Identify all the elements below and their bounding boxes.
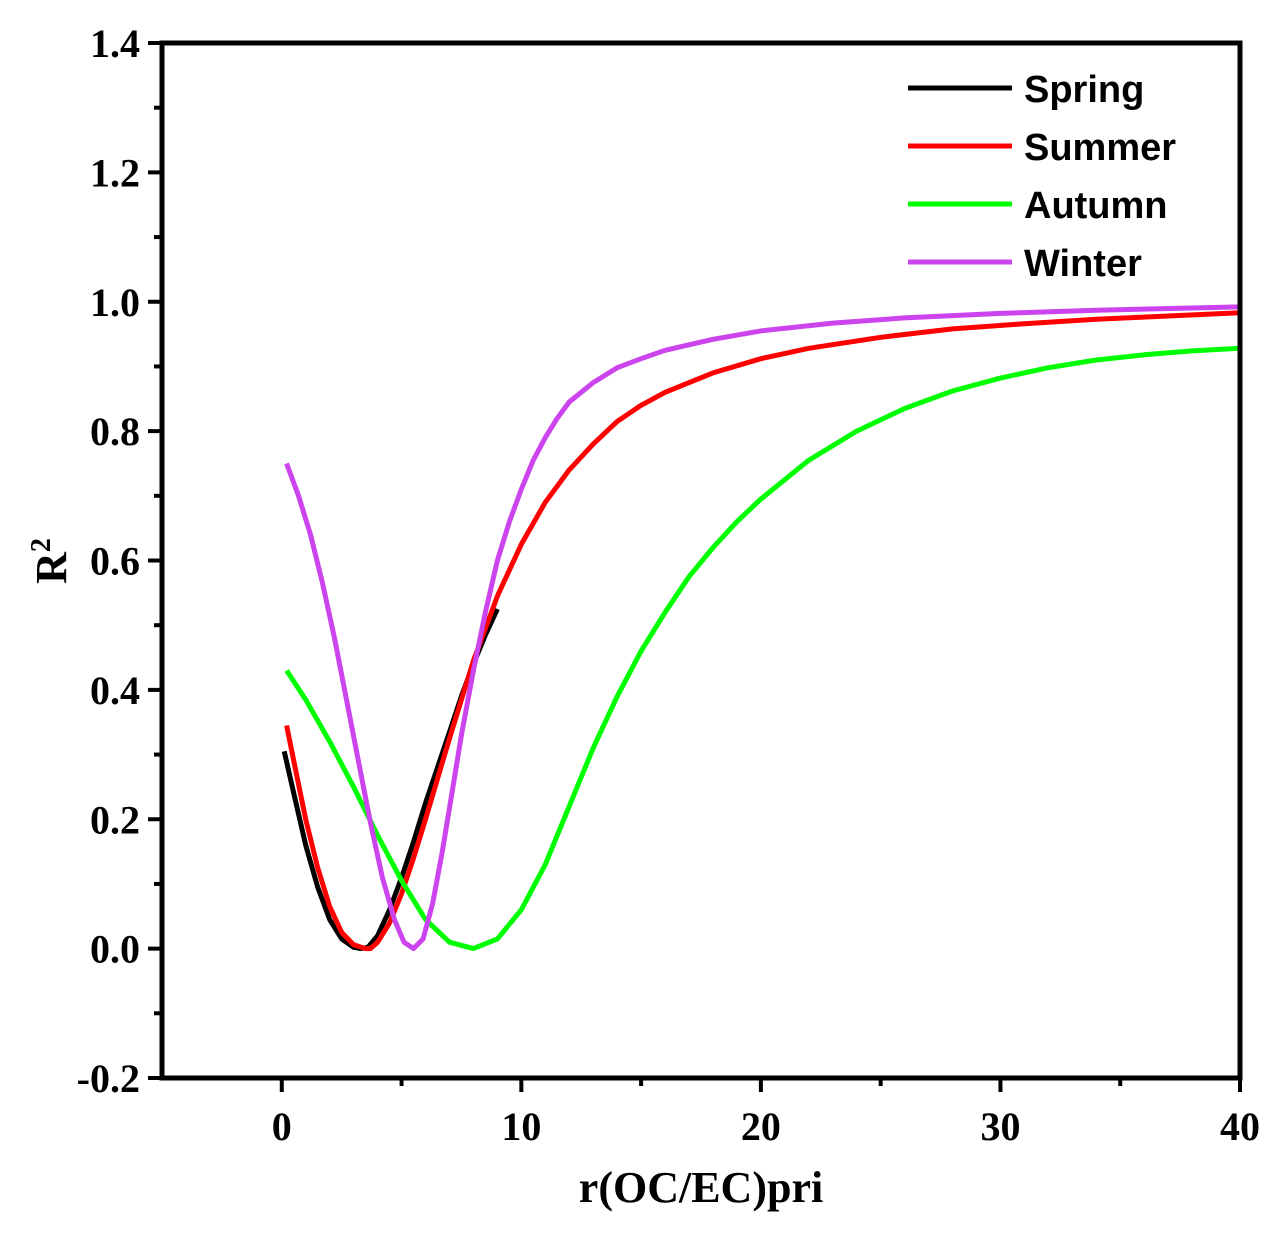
x-tick-label: 10 <box>501 1104 541 1149</box>
x-axis-title: r(OC/EC)pri <box>579 1163 823 1212</box>
y-tick-label: 1.4 <box>90 21 140 66</box>
y-tick-label: 0.6 <box>90 539 140 584</box>
x-tick-label: 20 <box>741 1104 781 1149</box>
tick-labels: 0 10 20 30 40 -0.2 0.0 0.2 0.4 0.6 0.8 1.0 1.2 1.4 <box>77 21 1260 1149</box>
series-line-summer <box>284 310 1241 952</box>
x-tick-label: 0 <box>272 1104 292 1149</box>
y-tick-label: -0.2 <box>77 1056 140 1101</box>
legend-label-summer: Summer <box>1024 127 1176 169</box>
legend-label-autumn: Autumn <box>1024 185 1168 227</box>
legend-label-winter: Winter <box>1024 243 1142 285</box>
legend: Spring Summer Autumn Winter <box>908 69 1176 285</box>
series-line-winter <box>284 304 1241 952</box>
legend-label-spring: Spring <box>1024 69 1144 111</box>
series-line-autumn <box>284 345 1241 952</box>
y-axis-title-base: R <box>27 551 76 584</box>
y-tick-label: 1.0 <box>90 280 140 325</box>
y-tick-label: 0.2 <box>90 797 140 842</box>
y-axis-title: R2 <box>26 538 76 584</box>
x-tick-label: 40 <box>1220 1104 1260 1149</box>
plot-series <box>281 304 1241 952</box>
series-line-spring <box>281 607 500 952</box>
y-tick-label: 0.8 <box>90 409 140 454</box>
plot-frame <box>159 40 1243 1081</box>
x-tick-label: 30 <box>980 1104 1020 1149</box>
svg-text:R2: R2 <box>26 538 76 584</box>
y-tick-label: 0.4 <box>90 668 140 713</box>
y-axis-title-superscript: 2 <box>26 538 57 552</box>
y-tick-label: 1.2 <box>90 150 140 195</box>
y-tick-label: 0.0 <box>90 927 140 972</box>
